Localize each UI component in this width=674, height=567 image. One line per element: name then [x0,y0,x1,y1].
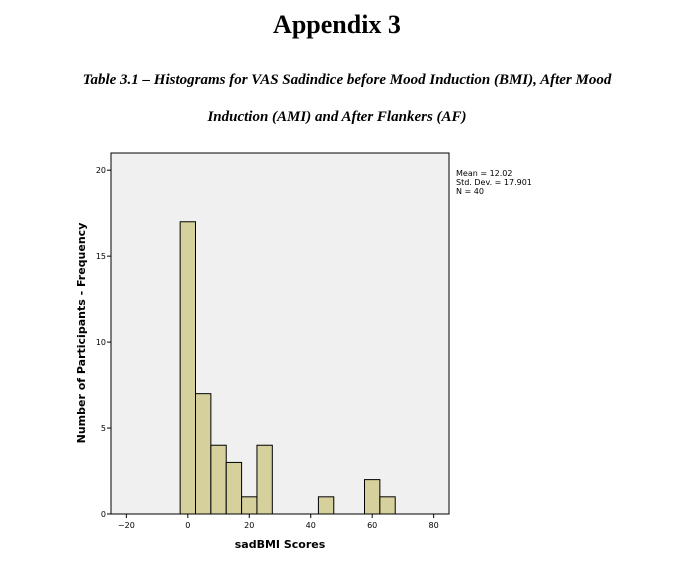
x-tick-label: 60 [367,521,377,530]
x-tick-label: 20 [244,521,254,530]
histogram-bar [241,496,258,515]
y-axis-label: Number of Participants - Frequency [75,223,88,444]
stats-box: Mean = 12.02 Std. Dev. = 17.901 N = 40 [456,169,532,196]
x-tick-label: −20 [118,521,135,530]
table-caption-line2: Induction (AMI) and After Flankers (AF) [207,109,467,125]
y-axis-ticks: 0 5 10 15 20 [96,166,111,519]
histogram-bar [210,444,227,515]
x-axis-label: sadBMI Scores [235,538,326,551]
table-caption-line1: Table 3.1 – Histograms for VAS Sadindice… [82,72,612,88]
histogram-bar [379,496,396,515]
y-tick-label: 0 [101,510,106,519]
histogram-bar [317,496,335,515]
appendix-heading: Appendix 3 [273,10,401,39]
bar-group [179,221,396,515]
stats-mean: Mean = 12.02 [456,169,513,178]
stats-n: N = 40 [456,187,484,196]
y-tick-label: 20 [96,166,106,175]
x-axis-ticks: −20 0 20 40 60 80 [118,514,439,530]
plot-area [110,152,450,515]
histogram-bar [195,393,212,515]
histogram-bar [225,461,243,515]
y-tick-label: 5 [101,424,106,433]
histogram-bar [256,444,273,515]
x-tick-label: 80 [429,521,439,530]
y-tick-label: 15 [96,252,106,261]
histogram-bar [179,221,197,515]
x-tick-label: 40 [306,521,316,530]
histogram-bar [364,479,381,515]
stats-std-dev: Std. Dev. = 17.901 [456,178,532,187]
y-tick-label: 10 [96,338,106,347]
x-tick-label: 0 [185,521,190,530]
